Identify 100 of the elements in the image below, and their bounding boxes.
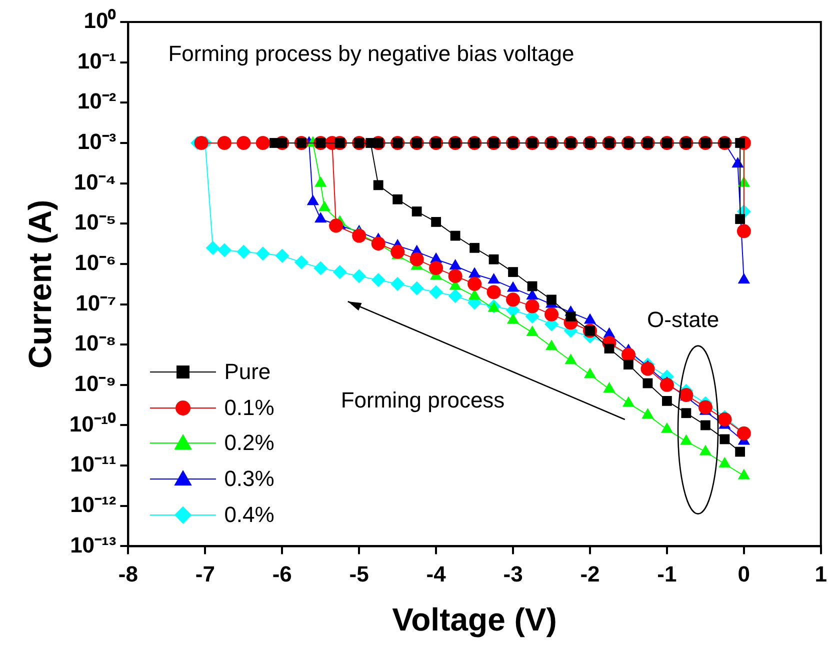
point [392,194,403,204]
point [527,281,538,292]
point [429,285,444,300]
point [275,248,290,263]
point [681,408,692,418]
point [429,261,444,276]
point [660,378,674,392]
point [468,276,482,291]
y-tick-label: 10⁻¹² [70,492,116,517]
point [564,354,577,364]
x-tick-label: -2 [580,561,600,586]
point [736,224,751,238]
x-tick-label: 0 [738,561,750,586]
point [206,240,220,255]
y-axis-title: Current (A) [22,200,58,369]
point [410,252,424,266]
point [470,242,480,253]
x-tick-label: 1 [814,561,828,586]
point [640,362,655,376]
point [371,272,386,287]
annotation: Forming process [340,388,505,413]
point [642,378,653,388]
x-tick-label: -3 [503,561,523,586]
point [584,368,596,378]
point [662,396,672,406]
y-tick-label: 10⁻⁹ [74,370,116,396]
point [352,269,366,284]
point [506,313,520,324]
point [194,136,208,150]
point [566,311,576,322]
y-tick-label: 10⁰ [84,8,116,34]
x-tick-label: -8 [118,561,138,586]
point [371,236,386,251]
point [314,261,328,276]
point [622,396,635,407]
legend-label: Pure [224,359,271,386]
point [718,456,731,468]
point [735,214,746,224]
x-tick-label: -4 [426,561,447,586]
point [718,412,732,426]
x-tick-label: -5 [349,561,369,586]
point [584,313,596,324]
point [373,180,384,190]
legend-label: 0.3% [224,466,274,492]
point [680,434,692,445]
point [450,230,460,241]
point [488,272,500,284]
point [506,292,520,307]
x-tick-label: -6 [272,561,292,586]
point [390,244,405,259]
point [506,281,520,292]
point [448,289,462,304]
point [603,382,616,393]
point [735,446,746,457]
point [738,272,750,284]
point [318,200,331,212]
y-tick-label: 10⁻² [77,88,116,114]
y-tick-label: 10⁻¹⁰ [69,411,116,436]
point [738,468,750,480]
point [720,434,730,444]
point [488,254,499,264]
point [604,344,614,354]
x-tick-label: -7 [195,561,215,586]
x-tick-label: -1 [657,561,677,586]
legend-label: 0.1% [224,394,274,421]
y-tick-label: 10⁻¹¹ [70,452,116,477]
y-tick-label: 10⁻¹³ [70,532,116,558]
y-tick-label: 10⁻⁷ [76,290,116,316]
point [306,194,319,206]
point [448,269,462,284]
point [236,244,251,259]
point [526,325,538,336]
point [545,340,558,350]
point [508,267,518,277]
annotation: O-state [647,306,720,332]
point [660,422,674,433]
point [486,285,501,300]
point [217,243,232,258]
point [700,420,710,430]
y-tick-label: 10⁻⁵ [74,210,116,235]
point [546,294,556,305]
point [468,289,481,300]
x-axis-title: Voltage (V) [392,602,557,638]
y-tick-label: 10⁻⁶ [74,250,116,275]
point [329,218,344,233]
point [699,444,712,456]
point [698,400,712,414]
y-tick-label: 10⁻³ [77,129,116,154]
legend-label: 0.4% [224,502,274,528]
point [642,408,654,418]
point [314,212,327,223]
point [431,216,442,227]
point [544,307,559,322]
point [412,206,422,216]
text: Forming process by negative bias voltage [168,41,574,66]
legend-label: 0.2% [224,430,274,456]
point [332,265,347,280]
point [525,299,540,314]
point [294,255,308,270]
point [468,267,481,278]
